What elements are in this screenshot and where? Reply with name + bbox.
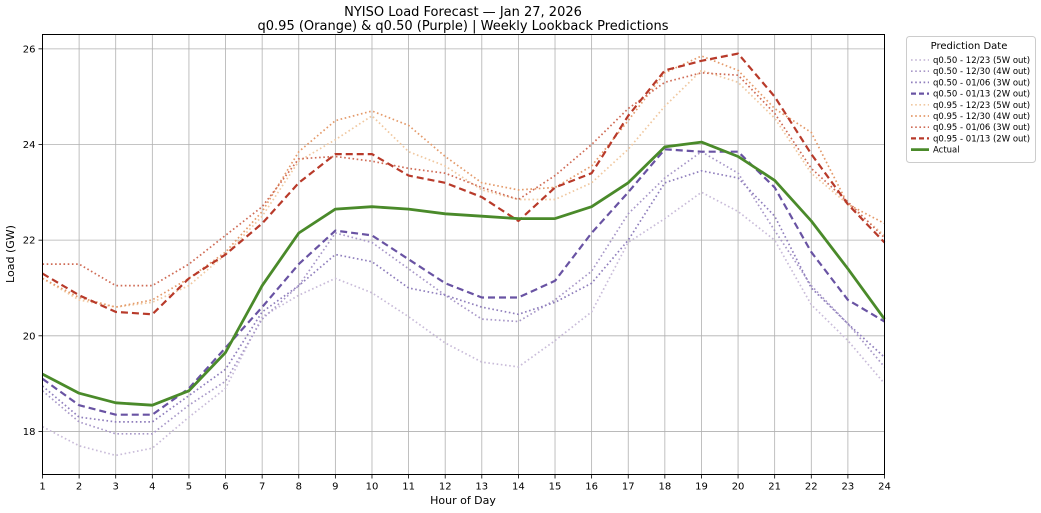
chart-title: NYISO Load Forecast — Jan 27, 2026 [344,5,582,20]
legend-label: q0.95 - 01/13 (2W out) [933,134,1030,144]
series-line [41,150,886,435]
y-tick-label: 26 [23,44,36,55]
x-tick-label: 23 [842,482,855,493]
grid [42,34,885,475]
x-tick-label: 12 [439,482,452,493]
legend-label: q0.95 - 01/06 (3W out) [933,123,1030,133]
x-tick-label: 15 [549,482,562,493]
series-line [42,55,885,308]
legend-label: q0.95 - 12/30 (4W out) [933,112,1030,122]
plot-frame [42,34,885,475]
series-line [41,169,886,423]
x-tick-label: 10 [366,482,379,493]
x-axis-label: Hour of Day [430,494,496,507]
x-tick-label: 11 [402,482,415,493]
x-tick-label: 1 [39,482,45,493]
y-tick-label: 20 [23,331,36,342]
chart-subtitle: q0.95 (Orange) & q0.50 (Purple) | Weekly… [258,19,669,34]
series-line [41,52,886,316]
legend-label: q0.50 - 12/23 (5W out) [933,56,1030,66]
series-line [42,191,886,457]
y-axis-label: Load (GW) [4,225,17,283]
legend-box [906,36,1036,163]
x-tick-label: 24 [878,482,891,493]
x-tick-label: 16 [585,482,598,493]
legend-label: q0.95 - 12/23 (5W out) [933,101,1030,111]
legend-title: Prediction Date [931,41,1008,52]
series-line [42,69,886,308]
x-tick-label: 2 [76,482,82,493]
x-tick-label: 6 [222,482,228,493]
y-tick-label: 24 [23,140,36,151]
x-tick-label: 21 [768,482,781,493]
x-tick-label: 19 [695,482,708,493]
legend-label: Actual [933,146,960,156]
x-tick-label: 4 [149,482,155,493]
x-tick-label: 13 [475,482,488,493]
x-tick-label: 9 [332,482,338,493]
x-tick-label: 5 [186,482,192,493]
x-tick-label: 8 [296,482,302,493]
x-tick-label: 22 [805,482,818,493]
series-line [42,71,886,287]
legend: Prediction Date q0.50 - 12/23 (5W out)q0… [906,36,1036,163]
y-tick-label: 22 [23,236,36,247]
x-tick-label: 3 [113,482,119,493]
series-layer [41,52,886,457]
x-tick-label: 17 [622,482,635,493]
x-tick-label: 18 [658,482,671,493]
x-tick-label: 7 [259,482,265,493]
y-ticks: 18 20 22 24 26 [23,44,43,438]
x-ticks: 1 2 3 4 5 6 7 8 9 10 11 12 13 14 15 16 17 18 19 20 21 22 23 24 [39,474,891,493]
x-tick-label: 14 [512,482,525,493]
legend-label: q0.50 - 01/06 (3W out) [933,78,1030,88]
legend-label: q0.50 - 12/30 (4W out) [933,67,1030,77]
series-line [41,140,886,407]
x-tick-label: 20 [732,482,745,493]
y-tick-label: 18 [23,427,36,438]
legend-label: q0.50 - 01/13 (2W out) [933,90,1030,100]
